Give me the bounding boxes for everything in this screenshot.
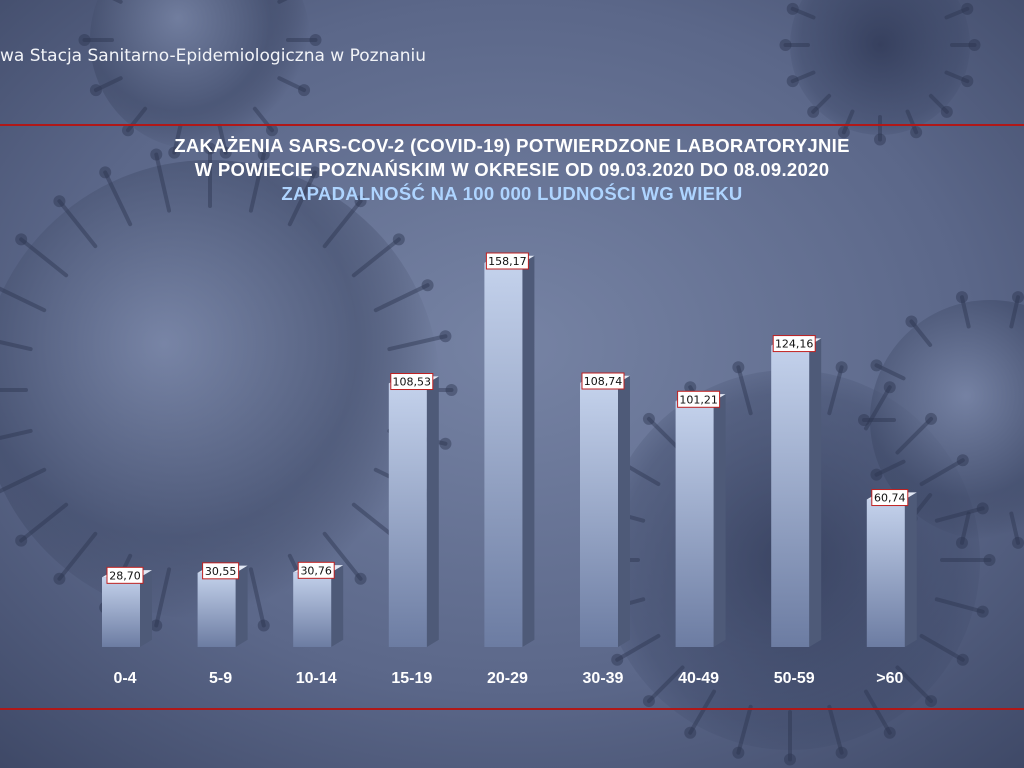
value-label-box bbox=[485, 252, 529, 270]
bar-side bbox=[904, 492, 917, 647]
institution-header: wa Stacja Sanitarno-Epidemiologiczna w P… bbox=[0, 46, 427, 66]
bar-front bbox=[484, 263, 523, 647]
bar-30-39 bbox=[580, 375, 630, 647]
bar-front bbox=[388, 383, 427, 647]
category-label-30-39: 30-39 bbox=[583, 670, 624, 687]
bar-side bbox=[426, 376, 439, 647]
value-label-5-9: 30,55 bbox=[202, 562, 240, 580]
chart-title-block: ZAKAŻENIA SARS-COV-2 (COVID-19) POTWIERD… bbox=[0, 134, 1024, 206]
chart-title-line-1: ZAKAŻENIA SARS-COV-2 (COVID-19) POTWIERD… bbox=[174, 135, 850, 156]
bar-side bbox=[140, 570, 152, 647]
bar-front bbox=[102, 577, 140, 647]
category-label-20-29: 20-29 bbox=[487, 670, 528, 687]
value-label-text: 60,74 bbox=[874, 492, 906, 505]
category-label-40-49: 40-49 bbox=[678, 670, 719, 687]
bar-40-49 bbox=[675, 394, 726, 647]
bar-20-29 bbox=[484, 255, 535, 648]
value-label->60: 60,74 bbox=[871, 489, 909, 507]
value-label-box bbox=[677, 390, 721, 408]
value-label-0-4: 28,70 bbox=[106, 566, 144, 584]
bar-side bbox=[522, 255, 535, 648]
bar-side bbox=[713, 394, 726, 647]
category-label-15-19: 15-19 bbox=[391, 670, 432, 687]
bar-15-19 bbox=[388, 376, 439, 647]
bar-side bbox=[618, 375, 630, 647]
value-label-box bbox=[871, 489, 909, 507]
value-label-30-39: 108,74 bbox=[581, 372, 625, 390]
value-label-text: 30,76 bbox=[300, 564, 332, 577]
category-label-5-9: 5-9 bbox=[209, 670, 232, 687]
chart-title-line-2: W POWIECIE POZNAŃSKIM W OKRESIE OD 09.03… bbox=[194, 159, 830, 180]
bottom-accent-line bbox=[0, 708, 1024, 710]
category-label-0-4: 0-4 bbox=[113, 670, 136, 687]
category-label-50-59: 50-59 bbox=[774, 670, 815, 687]
bar-front bbox=[866, 499, 905, 647]
chart-subtitle: ZAPADALNOŚĆ NA 100 000 LUDNOŚCI WG WIEKU bbox=[281, 183, 743, 204]
value-label-50-59: 124,16 bbox=[772, 335, 816, 353]
bar-side bbox=[331, 565, 344, 647]
value-label-15-19: 108,53 bbox=[390, 373, 434, 391]
bar-front bbox=[293, 572, 332, 647]
bar-front bbox=[580, 383, 618, 647]
value-label-20-29: 158,17 bbox=[485, 252, 529, 270]
virus-shape-left bbox=[0, 160, 440, 620]
bar-front bbox=[197, 572, 236, 647]
category-label-10-14: 10-14 bbox=[296, 670, 337, 687]
value-label-box bbox=[390, 373, 434, 391]
value-label-text: 101,21 bbox=[679, 393, 718, 406]
value-label-text: 158,17 bbox=[488, 255, 527, 268]
value-label-box bbox=[772, 335, 816, 353]
value-label-box bbox=[297, 561, 335, 579]
value-label-text: 30,55 bbox=[205, 565, 237, 578]
bar-front bbox=[675, 401, 714, 647]
virus-shape-right bbox=[870, 300, 1024, 540]
category-label->60: >60 bbox=[876, 670, 903, 687]
value-label-10-14: 30,76 bbox=[297, 561, 335, 579]
virus-shape-top-left bbox=[90, 0, 310, 150]
value-label-text: 108,53 bbox=[393, 376, 432, 389]
value-label-box bbox=[202, 562, 240, 580]
value-label-text: 108,74 bbox=[584, 375, 623, 388]
value-label-box bbox=[106, 566, 144, 584]
value-label-40-49: 101,21 bbox=[677, 390, 721, 408]
bar->60 bbox=[866, 492, 917, 647]
value-label-box bbox=[581, 372, 625, 390]
bar-front bbox=[771, 345, 810, 647]
value-label-text: 28,70 bbox=[109, 569, 141, 582]
bar-side bbox=[809, 338, 822, 647]
bar-side bbox=[235, 565, 248, 647]
bar-50-59 bbox=[771, 338, 822, 647]
top-accent-line bbox=[0, 124, 1024, 126]
value-label-text: 124,16 bbox=[775, 338, 814, 351]
virus-shape-top-right bbox=[790, 0, 970, 135]
